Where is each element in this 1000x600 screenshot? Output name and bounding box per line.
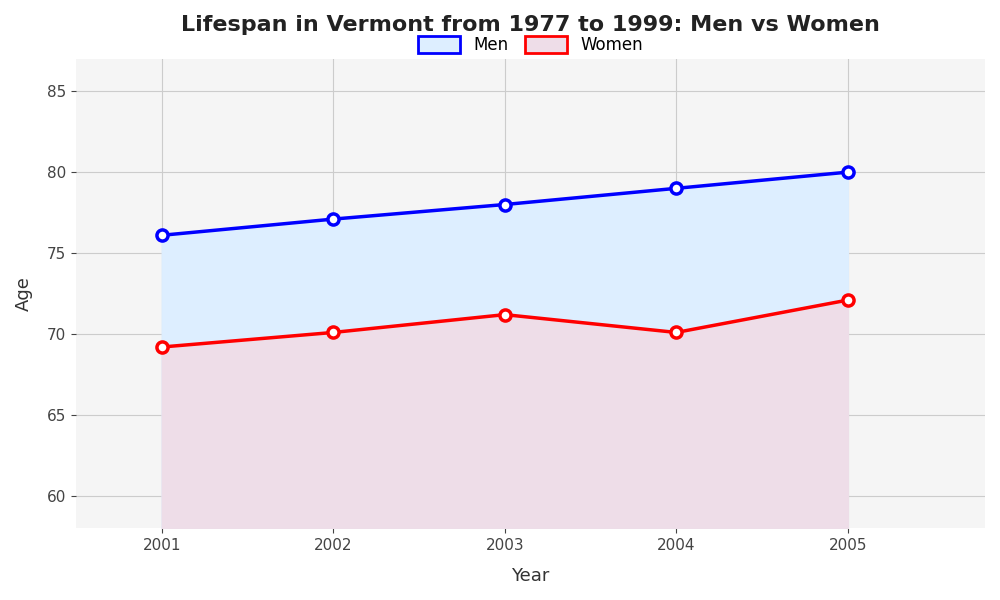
X-axis label: Year: Year (511, 567, 550, 585)
Legend: Men, Women: Men, Women (412, 29, 649, 61)
Men (842, 169, 854, 176)
Line: Women: Women (156, 295, 853, 353)
Women (842, 296, 854, 304)
Women (499, 311, 511, 318)
Line: Men: Men (156, 167, 853, 241)
Men (156, 232, 168, 239)
Women (327, 329, 339, 336)
Men (670, 185, 682, 192)
Women (670, 329, 682, 336)
Men (327, 215, 339, 223)
Women (156, 343, 168, 350)
Title: Lifespan in Vermont from 1977 to 1999: Men vs Women: Lifespan in Vermont from 1977 to 1999: M… (181, 15, 880, 35)
Men (499, 201, 511, 208)
Y-axis label: Age: Age (15, 276, 33, 311)
